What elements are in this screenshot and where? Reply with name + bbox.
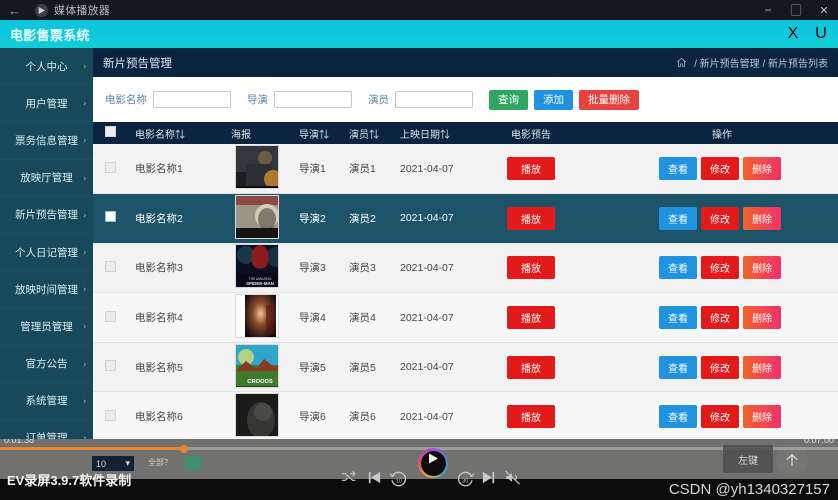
- svg-text:10: 10: [396, 478, 402, 484]
- svg-text:CROODS: CROODS: [247, 379, 273, 385]
- svg-text:SNATCH: SNATCH: [251, 188, 270, 189]
- svg-text:SPIDER-MAN: SPIDER-MAN: [246, 281, 274, 286]
- svg-text:30: 30: [462, 478, 468, 484]
